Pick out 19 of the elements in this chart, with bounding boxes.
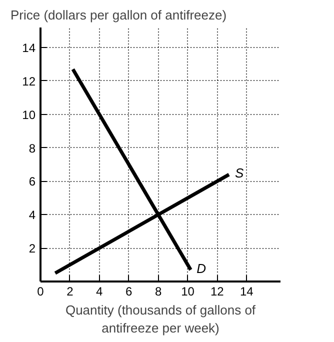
- x-tick-label: 4: [96, 284, 104, 298]
- x-tick-label: 8: [154, 284, 162, 298]
- y-tick-label: 14: [22, 41, 36, 56]
- x-tick-label: 14: [240, 284, 254, 298]
- y-tick-label: 4: [28, 208, 36, 222]
- y-axis-title: Price (dollars per gallon of antifreeze): [10, 8, 227, 22]
- x-tick-label: 2: [66, 284, 74, 298]
- x-tick-label: 6: [126, 284, 133, 298]
- y-tick-label: 2: [28, 242, 36, 256]
- y-tick-label: 12: [22, 74, 36, 88]
- y-tick-label: 10: [22, 108, 36, 122]
- x-axis-title: Quantity (thousands of gallons of antifreeze per week): [65, 302, 256, 336]
- y-tick-label: 8: [28, 141, 36, 156]
- y-tick-label: 6: [28, 174, 36, 189]
- series-label: D: [196, 260, 206, 276]
- x-tick-label: 12: [210, 284, 224, 298]
- x-tick-label: 0: [37, 284, 44, 298]
- x-tick-label: 10: [181, 284, 195, 298]
- series-label: S: [234, 166, 244, 181]
